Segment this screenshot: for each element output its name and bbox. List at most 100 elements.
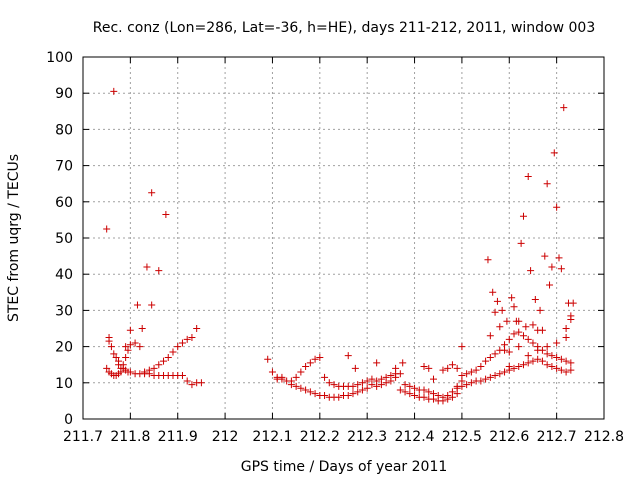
data-point (529, 357, 537, 365)
data-point (321, 373, 329, 381)
data-point (519, 212, 527, 220)
data-point (183, 335, 191, 343)
data-point (119, 361, 127, 369)
data-point (562, 334, 570, 342)
data-point (562, 325, 570, 332)
x-tick-label: 212.6 (489, 429, 529, 445)
data-point (501, 346, 509, 354)
y-axis-label: STEC from uqrg / TECUs (6, 154, 22, 322)
data-point (458, 343, 466, 351)
data-point (297, 384, 305, 392)
data-point (467, 379, 475, 387)
data-point (557, 366, 565, 374)
data-point (548, 352, 556, 360)
data-point (501, 368, 509, 376)
data-point (169, 348, 177, 356)
data-point (174, 343, 182, 351)
data-points (103, 87, 577, 405)
data-point (534, 346, 542, 354)
data-point (115, 357, 123, 365)
data-point (382, 379, 390, 387)
y-tick-labels: 0 10 20 30 40 50 60 70 80 90 100 (46, 50, 73, 428)
data-point (538, 357, 546, 365)
data-point (522, 323, 530, 331)
data-point (110, 87, 118, 95)
data-point (467, 368, 475, 376)
data-point (136, 343, 144, 351)
data-point (489, 288, 497, 296)
data-point (349, 390, 357, 398)
data-point (531, 296, 539, 304)
data-point (358, 386, 366, 394)
data-point (510, 330, 518, 338)
data-point (519, 332, 527, 340)
x-tick-label: 212.5 (442, 429, 482, 445)
data-point (349, 382, 357, 390)
data-point (543, 350, 551, 358)
y-tick-label: 100 (46, 50, 73, 66)
data-point (477, 363, 485, 371)
data-point (553, 364, 561, 372)
data-point (321, 391, 329, 399)
data-point (543, 343, 551, 351)
data-point (536, 306, 544, 314)
data-point (335, 393, 343, 401)
data-point (491, 372, 499, 380)
data-point (330, 381, 338, 389)
data-point (567, 315, 575, 323)
data-point (373, 359, 381, 367)
axis-ticks (82, 56, 605, 420)
data-point (377, 381, 385, 389)
data-point (444, 391, 452, 399)
data-point (344, 352, 352, 360)
data-point (560, 104, 568, 112)
data-point (567, 359, 575, 367)
data-point (503, 317, 511, 325)
data-point (420, 393, 428, 401)
data-point (306, 388, 314, 396)
data-point (178, 339, 186, 347)
data-point (498, 306, 506, 314)
x-tick-label: 212.7 (537, 429, 577, 445)
data-point (562, 357, 570, 365)
data-point (112, 353, 120, 361)
y-tick-label: 80 (55, 122, 73, 138)
data-point (425, 364, 433, 372)
data-point (406, 390, 414, 398)
data-point (197, 379, 205, 387)
x-tick-label: 212.2 (300, 429, 340, 445)
data-point (148, 189, 156, 197)
data-point (491, 308, 499, 316)
data-point (429, 375, 437, 383)
y-tick-label: 20 (55, 340, 73, 356)
data-point (150, 364, 158, 372)
data-point (387, 377, 395, 385)
data-point (107, 343, 115, 351)
data-point (484, 256, 492, 264)
data-point (491, 350, 499, 358)
chart-title: Rec. conz (Lon=286, Lat=-36, h=HE), days… (93, 20, 595, 36)
y-tick-label: 0 (64, 412, 73, 428)
data-point (477, 377, 485, 385)
data-point (529, 321, 537, 329)
data-point (110, 350, 118, 358)
data-point (392, 373, 400, 381)
data-point (493, 297, 501, 305)
data-point (453, 364, 461, 372)
data-point (103, 225, 111, 233)
y-tick-label: 40 (55, 267, 73, 283)
data-point (505, 363, 513, 371)
data-point (448, 388, 456, 396)
data-point (524, 335, 532, 343)
data-point (399, 359, 407, 367)
y-tick-label: 60 (55, 195, 73, 211)
data-point (297, 368, 305, 376)
data-point (363, 384, 371, 392)
data-point (302, 386, 310, 394)
grid-lines (83, 57, 604, 419)
data-point (458, 372, 466, 380)
data-point (122, 353, 130, 361)
data-point (553, 353, 561, 361)
x-tick-label: 212 (212, 429, 239, 445)
data-point (482, 357, 490, 365)
